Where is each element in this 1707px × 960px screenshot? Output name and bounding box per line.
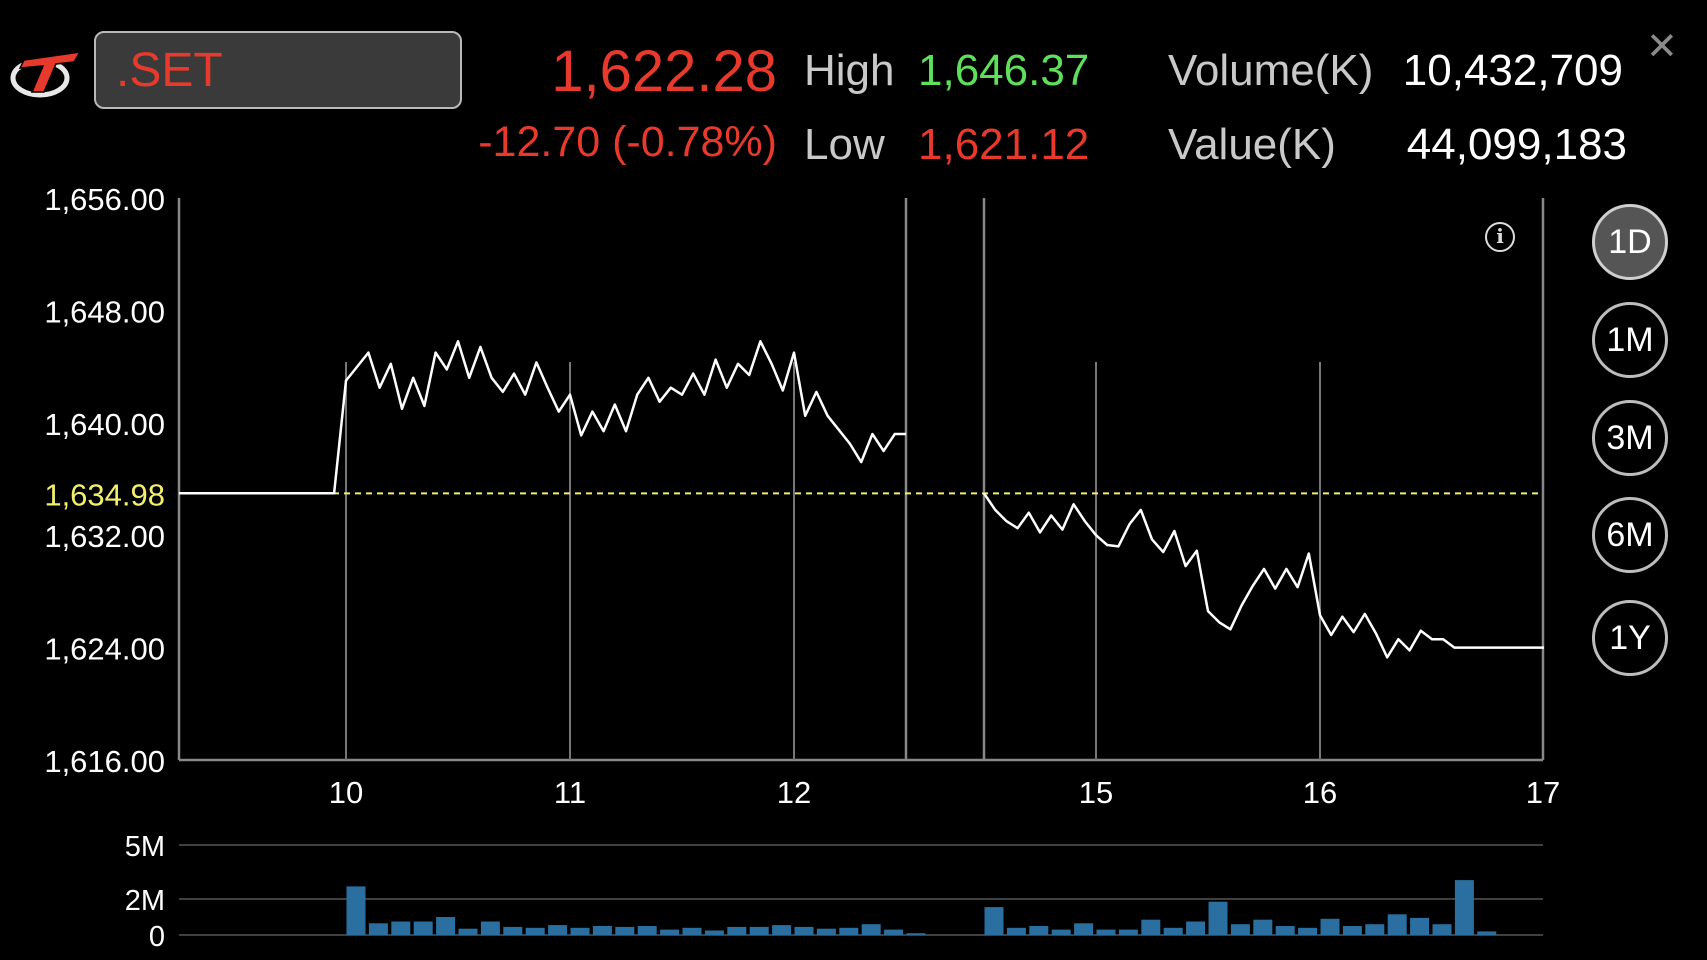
- brand-logo-icon: [10, 51, 82, 98]
- volume-tick-label: 2M: [125, 885, 165, 917]
- range-button-3m[interactable]: 3M: [1592, 400, 1668, 476]
- volume-bar: [525, 927, 545, 935]
- volume-bar: [570, 927, 590, 935]
- x-tick-label: 10: [329, 775, 363, 810]
- volume-bar: [615, 926, 635, 935]
- volume-bar: [984, 907, 1004, 935]
- info-icon[interactable]: i: [1485, 222, 1515, 252]
- volume-bar: [1320, 918, 1340, 935]
- range-button-1m[interactable]: 1M: [1592, 302, 1668, 378]
- y-tick-label: 1,640.00: [44, 407, 165, 442]
- volume-bar: [592, 926, 612, 935]
- high-label: High: [804, 46, 895, 95]
- volume-bar: [682, 927, 702, 935]
- value-value: 44,099,183: [1406, 120, 1627, 169]
- y-tick-label: 1,624.00: [44, 632, 165, 667]
- volume-bar: [1298, 927, 1318, 935]
- price-line-session-1: [179, 340, 906, 495]
- volume-bar: [794, 926, 814, 935]
- volume-tick-label: 0: [149, 921, 165, 953]
- x-tick-label: 11: [554, 775, 586, 810]
- volume-bar: [1275, 926, 1295, 935]
- volume-bar: [480, 921, 500, 935]
- volume-bar: [1342, 926, 1362, 935]
- close-icon[interactable]: ✕: [1646, 26, 1678, 68]
- volume-bar: [346, 886, 366, 935]
- volume-bar: [1410, 917, 1430, 935]
- volume-bar: [1029, 926, 1049, 935]
- volume-bar: [1432, 924, 1452, 935]
- last-price: 1,622.28: [551, 39, 777, 104]
- volume-bar: [1074, 923, 1094, 935]
- y-tick-label: 1,616.00: [44, 744, 165, 779]
- volume-bar: [637, 926, 657, 935]
- range-button-1d[interactable]: 1D: [1592, 204, 1668, 280]
- volume-bar: [1163, 927, 1183, 935]
- volume-bar: [1141, 919, 1161, 935]
- volume-bar: [503, 926, 523, 935]
- volume-bar: [1006, 927, 1026, 935]
- volume-bar: [749, 926, 769, 935]
- volume-bar: [839, 927, 859, 935]
- volume-bar: [391, 921, 411, 935]
- volume-bar: [1365, 924, 1385, 935]
- volume-bar: [660, 929, 680, 935]
- price-line-session-2: [982, 492, 1544, 659]
- price-change: -12.70 (-0.78%): [478, 118, 777, 166]
- x-tick-label: 17: [1526, 775, 1560, 810]
- previous-close-label: 1,634.98: [44, 477, 165, 512]
- y-tick-label: 1,632.00: [44, 519, 165, 554]
- y-tick-label: 1,648.00: [44, 294, 165, 329]
- volume-bar: [413, 921, 433, 935]
- volume-bar: [1477, 931, 1497, 935]
- volume-bar: [436, 917, 456, 935]
- volume-bar: [906, 933, 926, 935]
- volume-bar: [1230, 924, 1250, 935]
- value-label: Value(K): [1168, 120, 1336, 169]
- volume-bar: [1387, 914, 1407, 935]
- volume-bar: [884, 929, 904, 935]
- range-button-6m[interactable]: 6M: [1592, 497, 1668, 573]
- low-label: Low: [804, 120, 885, 169]
- volume-tick-label: 5M: [125, 831, 165, 863]
- volume-bar: [1118, 929, 1138, 935]
- volume-bar: [1186, 921, 1206, 935]
- volume-bar: [816, 928, 836, 935]
- volume-bar: [458, 928, 478, 935]
- x-tick-label: 15: [1079, 775, 1113, 810]
- volume-bar: [1208, 901, 1228, 935]
- volume-bar: [548, 925, 568, 935]
- range-button-1y[interactable]: 1Y: [1592, 600, 1668, 676]
- x-tick-label: 16: [1303, 775, 1337, 810]
- high-value: 1,646.37: [918, 46, 1090, 95]
- low-value: 1,621.12: [918, 120, 1090, 169]
- volume-bar: [368, 923, 388, 935]
- symbol-text: .SET: [116, 44, 223, 97]
- volume-bar: [704, 930, 724, 935]
- volume-bar: [727, 926, 747, 935]
- symbol-search-input[interactable]: .SET: [94, 31, 462, 109]
- volume-bar: [1454, 880, 1474, 935]
- x-tick-label: 12: [777, 775, 811, 810]
- volume-bar: [772, 925, 792, 935]
- volume-bar: [1253, 919, 1273, 935]
- volume-bar: [1096, 929, 1116, 935]
- volume-bar: [1051, 929, 1071, 935]
- volume-value: 10,432,709: [1402, 46, 1623, 95]
- volume-label: Volume(K): [1168, 46, 1374, 95]
- volume-bar: [861, 924, 881, 935]
- y-tick-label: 1,656.00: [44, 182, 165, 217]
